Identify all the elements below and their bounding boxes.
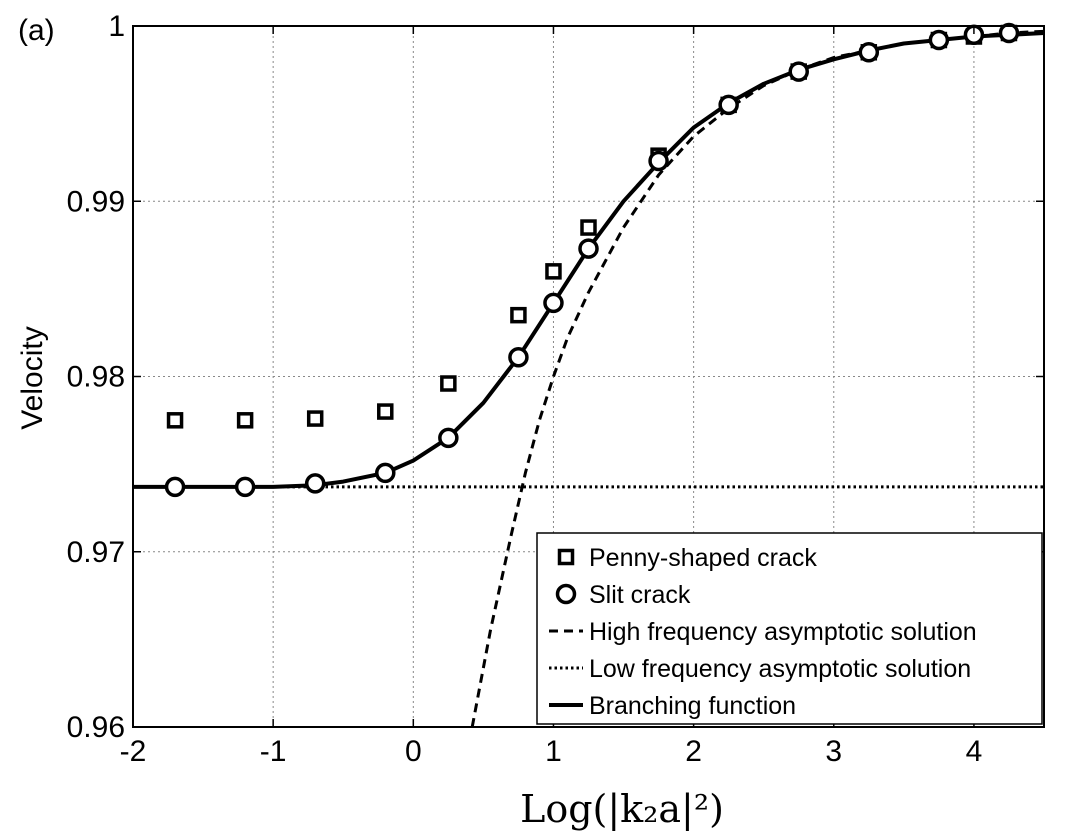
series-square-markers (166, 24, 1018, 429)
circle-marker (788, 61, 809, 82)
legend-label: Branching function (589, 692, 796, 720)
legend-label: High frequency asymptotic solution (589, 618, 977, 646)
legend-square-swatch (557, 548, 575, 566)
y-tick-label: 0.98 (67, 361, 125, 394)
y-tick-label: 1 (108, 10, 125, 43)
circle-marker (543, 292, 564, 314)
ticks: -2 -1 0 1 2 3 4 0.96 0.97 0.98 0.99 1 (67, 10, 1044, 768)
series-circle-markers (164, 22, 1020, 498)
legend-label: Slit crack (589, 581, 691, 609)
legend-label: Low frequency asymptotic solution (589, 655, 971, 683)
square-marker (440, 375, 457, 392)
square-marker (377, 403, 394, 420)
series-line-solid (133, 31, 1045, 489)
x-tick-label: 3 (825, 735, 842, 768)
x-axis-label: Log(|k₂a|²) (520, 787, 724, 831)
x-tick-label: 2 (685, 735, 702, 768)
x-tick-label: 0 (405, 735, 422, 768)
circle-marker (508, 346, 529, 368)
circle-marker (648, 150, 669, 172)
legend: Penny-shaped crack Slit crack High frequen… (536, 532, 1043, 725)
x-tick-label: -2 (120, 735, 147, 768)
series-layer (133, 22, 1045, 728)
y-tick-label: 0.97 (67, 536, 125, 569)
series-line-dashed (470, 29, 1045, 728)
circle-marker (578, 238, 599, 259)
square-marker (166, 412, 184, 429)
x-tick-label: -1 (260, 735, 287, 768)
y-axis-label: Velocity (16, 326, 49, 429)
square-marker (580, 219, 597, 236)
y-tick-label: 0.96 (67, 711, 125, 744)
circle-marker (438, 427, 459, 449)
circle-marker (164, 476, 186, 498)
square-marker (545, 263, 562, 280)
x-tick-label: 4 (966, 735, 983, 768)
legend-box (536, 532, 1043, 725)
legend-circle-swatch (555, 583, 577, 605)
circle-marker (234, 476, 256, 498)
legend-label: Penny-shaped crack (589, 544, 817, 572)
square-marker (510, 306, 527, 324)
x-tick-label: 1 (545, 735, 562, 768)
circle-marker (718, 94, 739, 116)
circle-marker (928, 29, 950, 51)
square-marker (236, 412, 254, 429)
square-marker (306, 410, 324, 427)
circle-marker (375, 462, 396, 484)
panel-label: (a) (18, 14, 55, 47)
circle-marker (998, 22, 1020, 44)
circle-marker (858, 42, 880, 63)
circle-marker (304, 473, 326, 494)
y-tick-label: 0.99 (67, 185, 125, 218)
